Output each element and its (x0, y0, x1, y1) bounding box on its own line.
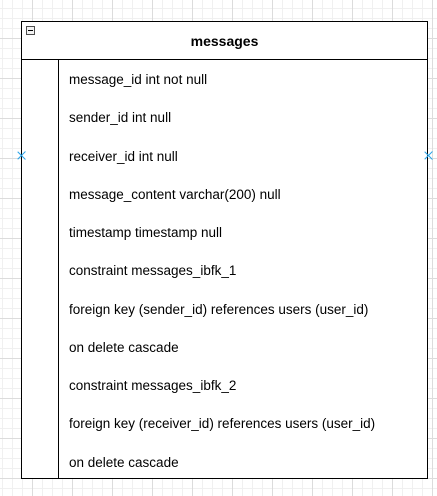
row-receiver-id[interactable]: receiver_id int null (69, 147, 178, 167)
connection-point-left-icon[interactable] (17, 151, 26, 160)
table-title: messages (22, 33, 427, 49)
connection-point-right-icon[interactable] (424, 151, 433, 160)
row-foreign-key-1[interactable]: foreign key (sender_id) references users… (69, 300, 368, 320)
row-constraint-2[interactable]: constraint messages_ibfk_2 (69, 376, 236, 396)
table-header[interactable]: messages (22, 22, 427, 60)
row-on-delete-2[interactable]: on delete cascade (69, 453, 179, 473)
table-body: message_id int not null sender_id int nu… (22, 60, 427, 478)
row-foreign-key-2[interactable]: foreign key (receiver_id) references use… (69, 414, 375, 434)
row-message-content[interactable]: message_content varchar(200) null (69, 185, 281, 205)
row-on-delete-1[interactable]: on delete cascade (69, 338, 179, 358)
row-message-id[interactable]: message_id int not null (69, 70, 207, 90)
messages-table-shape[interactable]: messages message_id int not null sender_… (21, 21, 428, 479)
row-sender-id[interactable]: sender_id int null (69, 108, 171, 128)
key-column (22, 60, 59, 478)
row-constraint-1[interactable]: constraint messages_ibfk_1 (69, 261, 236, 281)
row-timestamp[interactable]: timestamp timestamp null (69, 223, 222, 243)
